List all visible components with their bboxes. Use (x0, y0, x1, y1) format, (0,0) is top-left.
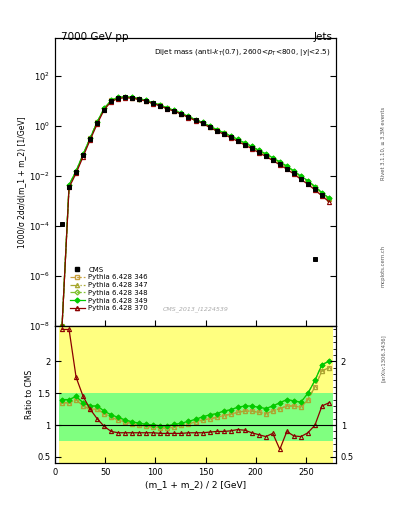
Text: 7000 GeV pp: 7000 GeV pp (61, 32, 129, 42)
Y-axis label: Ratio to CMS: Ratio to CMS (25, 370, 34, 419)
Legend: CMS, Pythia 6.428 346, Pythia 6.428 347, Pythia 6.428 348, Pythia 6.428 349, Pyt: CMS, Pythia 6.428 346, Pythia 6.428 347,… (67, 264, 151, 314)
X-axis label: (m_1 + m_2) / 2 [GeV]: (m_1 + m_2) / 2 [GeV] (145, 480, 246, 489)
Text: mcplots.cern.ch: mcplots.cern.ch (381, 245, 386, 287)
Y-axis label: 1000/σ 2dσ/d(m_1 + m_2) [1/GeV]: 1000/σ 2dσ/d(m_1 + m_2) [1/GeV] (17, 117, 26, 248)
Text: [arXiv:1306.3436]: [arXiv:1306.3436] (381, 334, 386, 382)
Text: Rivet 3.1.10, ≥ 3.3M events: Rivet 3.1.10, ≥ 3.3M events (381, 106, 386, 180)
Text: CMS_2013_I1224539: CMS_2013_I1224539 (163, 306, 228, 312)
Text: Dijet mass (anti-$k_T$(0.7), 2600<$p_T$<800, |y|<2.5): Dijet mass (anti-$k_T$(0.7), 2600<$p_T$<… (154, 47, 331, 58)
Text: Jets: Jets (313, 32, 332, 42)
